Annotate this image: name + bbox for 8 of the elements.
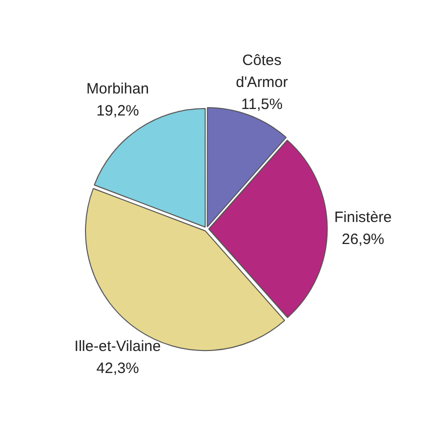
slice-label: Ille-et-Vilaine [74,338,161,355]
slice-label: Morbihan [86,80,149,98]
slice-label: Côtes d'Armor [236,52,288,91]
data-label: 26,9% [342,230,384,248]
slice-label: Finistère [334,208,392,226]
data-label: 11,5% [241,96,283,113]
data-label: 19,2% [96,102,139,120]
data-label: 42,3% [96,360,139,377]
